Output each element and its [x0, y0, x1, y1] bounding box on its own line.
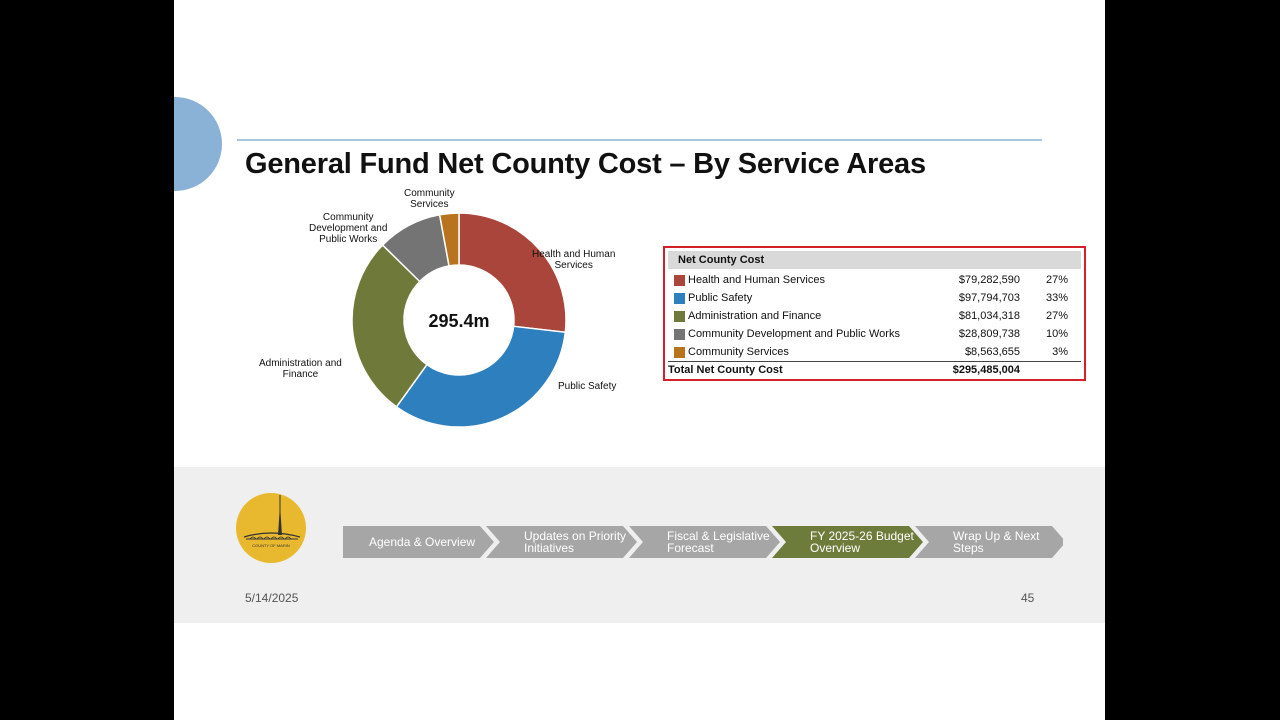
slide-date: 5/14/2025	[245, 591, 299, 605]
nav-step-2[interactable]	[629, 526, 780, 558]
label-community-development: Community Development and Public Works	[309, 212, 388, 245]
label-administration-finance: Administration and Finance	[259, 358, 342, 380]
nav-step-3[interactable]	[772, 526, 923, 558]
table-row: Health and Human Services $79,282,590 27%	[668, 271, 1081, 289]
nav-step-label: Updates on Priority	[524, 529, 626, 543]
donut-chart: 295.4m	[351, 212, 567, 428]
presentation-slide: General Fund Net County Cost – By Servic…	[174, 0, 1105, 720]
slide-title: General Fund Net County Cost – By Servic…	[245, 148, 926, 180]
footer-band: COUNTY OF MARIN Agenda & Overview Updates…	[174, 467, 1105, 623]
color-swatch	[674, 293, 685, 304]
nav-step-0[interactable]	[343, 526, 494, 558]
total-divider	[668, 361, 1081, 362]
donut-slice-1	[395, 325, 567, 428]
logo-text: COUNTY OF MARIN	[252, 543, 290, 548]
nav-step-label: Steps	[953, 541, 984, 555]
title-rule	[237, 139, 1042, 141]
color-swatch	[674, 275, 685, 286]
label-health-human-services: Health and Human Services	[532, 249, 616, 271]
donut-slice-2	[351, 243, 428, 408]
table-row: Community Development and Public Works $2…	[668, 325, 1081, 343]
table-header: Net County Cost	[668, 251, 1081, 269]
label-public-safety: Public Safety	[558, 381, 617, 392]
nav-step-label: Agenda & Overview	[369, 535, 475, 549]
decorative-circle	[174, 97, 222, 191]
donut-slice-4	[438, 212, 460, 267]
nav-step-label: Wrap Up & Next	[953, 529, 1040, 543]
nav-step-label: Initiatives	[524, 541, 574, 555]
agenda-progress-nav: Agenda & Overview Updates on PriorityInit…	[343, 526, 1063, 558]
nav-step-1[interactable]	[486, 526, 637, 558]
table-row: Community Services $8,563,655 3%	[668, 343, 1081, 361]
nav-step-label: Fiscal & Legislative	[667, 529, 770, 543]
nav-step-label: FY 2025-26 Budget	[810, 529, 915, 543]
label-community-services: Community Services	[404, 188, 455, 210]
nav-step-label: Forecast	[667, 541, 714, 555]
color-swatch	[674, 311, 685, 322]
county-seal-logo: COUNTY OF MARIN	[236, 493, 306, 563]
donut-slice-0	[458, 212, 567, 334]
donut-center-label: 295.4m	[428, 311, 489, 331]
nav-step-label: Overview	[810, 541, 860, 555]
table-row: Public Safety $97,794,703 33%	[668, 289, 1081, 307]
color-swatch	[674, 347, 685, 358]
page-number: 45	[1021, 591, 1035, 605]
net-county-cost-table: Net County Cost Health and Human Service…	[663, 246, 1086, 381]
table-total-row: Total Net County Cost $295,485,004	[668, 364, 1020, 376]
nav-step-4[interactable]	[915, 526, 1063, 558]
table-row: Administration and Finance $81,034,318 27%	[668, 307, 1081, 325]
color-swatch	[674, 329, 685, 340]
